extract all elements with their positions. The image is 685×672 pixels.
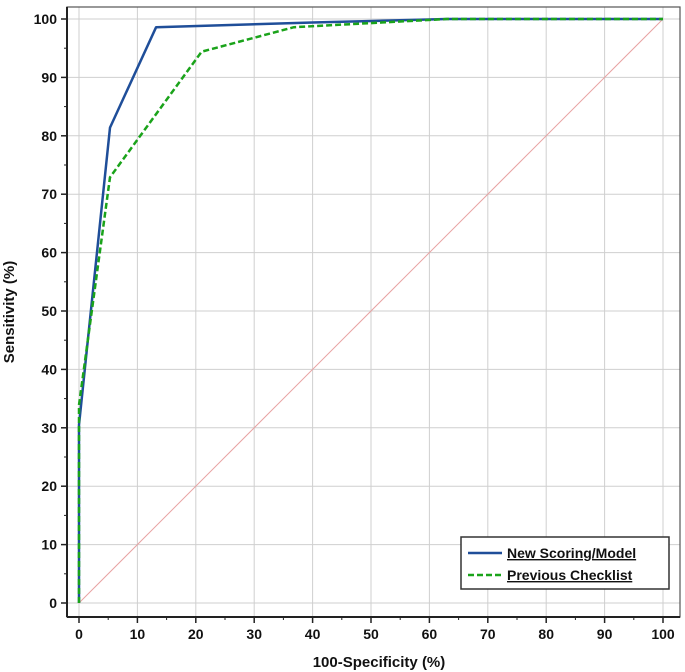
y-tick-label: 30	[41, 420, 57, 436]
x-tick-label: 60	[422, 626, 438, 642]
x-tick-label: 90	[597, 626, 613, 642]
x-tick-label: 20	[188, 626, 204, 642]
legend-label-previous-checklist: Previous Checklist	[507, 567, 633, 583]
series-layer	[77, 17, 663, 603]
y-tick-label: 20	[41, 478, 57, 494]
plot-background	[67, 7, 680, 617]
series-line-previous-checklist	[77, 17, 663, 603]
y-tick-labels: 0 10 20 30 40 50 60 70 80 90 100	[34, 11, 58, 611]
x-tick-label: 80	[538, 626, 554, 642]
y-tick-label: 50	[41, 303, 57, 319]
x-tick-label: 100	[651, 626, 675, 642]
x-tick-label: 10	[130, 626, 146, 642]
y-tick-label: 0	[49, 595, 57, 611]
y-tick-label: 90	[41, 69, 57, 85]
y-tick-label: 10	[41, 537, 57, 553]
legend-label-new-scoring-model: New Scoring/Model	[507, 545, 636, 561]
x-tick-label: 0	[75, 626, 83, 642]
y-tick-label: 80	[41, 128, 57, 144]
x-tick-label: 30	[246, 626, 262, 642]
x-tick-labels: 0 10 20 30 40 50 60 70 80 90 100	[75, 626, 675, 642]
x-tick-label: 70	[480, 626, 496, 642]
x-tick-label: 50	[363, 626, 379, 642]
reference-line-layer	[78, 18, 664, 604]
legend-box	[460, 536, 670, 590]
x-axis-title: 100-Specificity (%)	[313, 654, 446, 671]
legend: New Scoring/Model Previous Checklist	[460, 536, 670, 590]
y-tick-label: 70	[41, 186, 57, 202]
y-axis-title: Sensitivity (%)	[1, 261, 18, 364]
y-tick-label: 40	[41, 361, 57, 377]
y-tick-label: 100	[34, 11, 58, 27]
y-tick-label: 60	[41, 245, 57, 261]
reference-diagonal-line	[78, 18, 664, 604]
x-tick-label: 40	[305, 626, 321, 642]
axes	[61, 6, 681, 623]
